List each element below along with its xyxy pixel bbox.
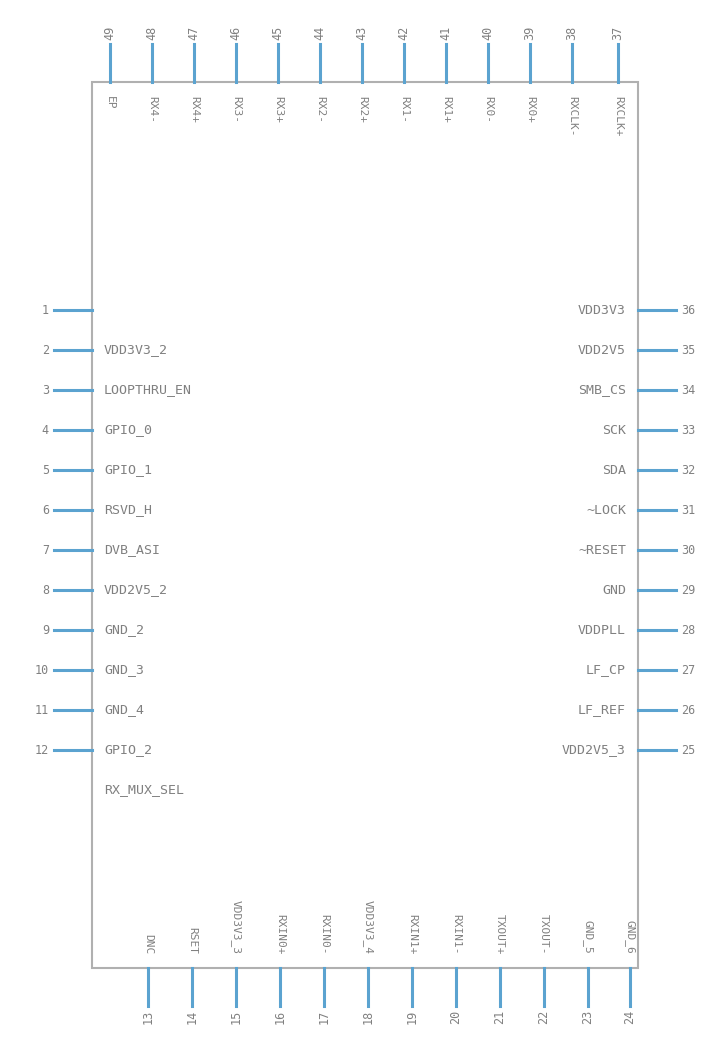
Text: 42: 42 <box>397 26 411 40</box>
Text: 38: 38 <box>566 26 579 40</box>
Text: 46: 46 <box>229 26 242 40</box>
Text: GPIO_0: GPIO_0 <box>104 423 152 437</box>
Text: VDD3V3_2: VDD3V3_2 <box>104 344 168 356</box>
Text: VDD3V3_3: VDD3V3_3 <box>231 900 242 954</box>
Text: 40: 40 <box>481 26 494 40</box>
Text: LOOPTHRU_EN: LOOPTHRU_EN <box>104 384 192 396</box>
Text: LF_CP: LF_CP <box>586 663 626 677</box>
Text: 1: 1 <box>42 304 49 316</box>
Text: 3: 3 <box>42 384 49 396</box>
Text: 6: 6 <box>42 503 49 517</box>
Text: GND: GND <box>602 584 626 596</box>
Text: VDD2V5_2: VDD2V5_2 <box>104 584 168 596</box>
Text: 4: 4 <box>42 423 49 437</box>
Text: 11: 11 <box>35 703 49 717</box>
Text: 28: 28 <box>681 624 695 636</box>
Text: RX4-: RX4- <box>147 96 157 123</box>
Text: 35: 35 <box>681 344 695 356</box>
Text: RX0-: RX0- <box>483 96 493 123</box>
Text: SDA: SDA <box>602 463 626 477</box>
Text: DNC: DNC <box>143 934 153 954</box>
Text: 31: 31 <box>681 503 695 517</box>
Text: SMB_CS: SMB_CS <box>578 384 626 396</box>
Text: RX4+: RX4+ <box>189 96 199 123</box>
Text: 49: 49 <box>103 26 116 40</box>
Text: RX_MUX_SEL: RX_MUX_SEL <box>104 784 184 796</box>
Text: 22: 22 <box>537 1010 550 1024</box>
Text: 47: 47 <box>188 26 200 40</box>
Text: 5: 5 <box>42 463 49 477</box>
Text: 20: 20 <box>449 1010 462 1024</box>
Text: 41: 41 <box>440 26 453 40</box>
Text: 23: 23 <box>582 1010 595 1024</box>
Text: 26: 26 <box>681 703 695 717</box>
Text: GPIO_1: GPIO_1 <box>104 463 152 477</box>
Text: VDD2V5_3: VDD2V5_3 <box>562 743 626 757</box>
Text: 34: 34 <box>681 384 695 396</box>
Text: RXCLK-: RXCLK- <box>567 96 577 136</box>
Text: 16: 16 <box>274 1010 287 1024</box>
Text: GND_3: GND_3 <box>104 663 144 677</box>
Text: RXIN0+: RXIN0+ <box>275 914 285 954</box>
Text: TXOUT+: TXOUT+ <box>495 914 505 954</box>
Text: 27: 27 <box>681 663 695 677</box>
Text: RX3-: RX3- <box>231 96 241 123</box>
Text: 7: 7 <box>42 544 49 556</box>
Text: 19: 19 <box>405 1010 419 1024</box>
Text: 45: 45 <box>272 26 285 40</box>
Text: RX2+: RX2+ <box>357 96 367 123</box>
Text: 12: 12 <box>35 743 49 757</box>
Text: ~LOCK: ~LOCK <box>586 503 626 517</box>
Text: 18: 18 <box>362 1010 374 1024</box>
Text: 9: 9 <box>42 624 49 636</box>
Text: RX1+: RX1+ <box>441 96 451 123</box>
Text: RX3+: RX3+ <box>273 96 283 123</box>
Text: GND_5: GND_5 <box>582 920 593 954</box>
Text: 2: 2 <box>42 344 49 356</box>
Text: 48: 48 <box>146 26 159 40</box>
Text: 39: 39 <box>523 26 537 40</box>
Text: SCK: SCK <box>602 423 626 437</box>
Text: 21: 21 <box>494 1010 507 1024</box>
Text: 43: 43 <box>355 26 368 40</box>
Bar <box>92 82 638 968</box>
Text: 36: 36 <box>681 304 695 316</box>
Text: VDD3V3: VDD3V3 <box>578 304 626 316</box>
Text: TXOUT-: TXOUT- <box>539 914 549 954</box>
Text: 29: 29 <box>681 584 695 596</box>
Text: GPIO_2: GPIO_2 <box>104 743 152 757</box>
Text: GND_6: GND_6 <box>625 920 636 954</box>
Text: RX0+: RX0+ <box>525 96 535 123</box>
Text: VDD2V5: VDD2V5 <box>578 344 626 356</box>
Text: 13: 13 <box>141 1010 154 1024</box>
Text: VDD3V3_4: VDD3V3_4 <box>363 900 373 954</box>
Text: 44: 44 <box>314 26 326 40</box>
Text: RXIN1+: RXIN1+ <box>407 914 417 954</box>
Text: EP: EP <box>105 96 115 109</box>
Text: 15: 15 <box>229 1010 242 1024</box>
Text: 8: 8 <box>42 584 49 596</box>
Text: LF_REF: LF_REF <box>578 703 626 717</box>
Text: DVB_ASI: DVB_ASI <box>104 544 160 556</box>
Text: GND_2: GND_2 <box>104 624 144 636</box>
Text: 32: 32 <box>681 463 695 477</box>
Text: 24: 24 <box>623 1010 636 1024</box>
Text: RX1-: RX1- <box>399 96 409 123</box>
Text: 30: 30 <box>681 544 695 556</box>
Text: RXIN0-: RXIN0- <box>319 914 329 954</box>
Text: 10: 10 <box>35 663 49 677</box>
Text: ~RESET: ~RESET <box>578 544 626 556</box>
Text: 14: 14 <box>186 1010 199 1024</box>
Text: 33: 33 <box>681 423 695 437</box>
Text: RX2-: RX2- <box>315 96 325 123</box>
Text: GND_4: GND_4 <box>104 703 144 717</box>
Text: 25: 25 <box>681 743 695 757</box>
Text: 37: 37 <box>612 26 625 40</box>
Text: VDDPLL: VDDPLL <box>578 624 626 636</box>
Text: RSET: RSET <box>187 927 197 954</box>
Text: RXIN1-: RXIN1- <box>451 914 461 954</box>
Text: RXCLK+: RXCLK+ <box>613 96 623 136</box>
Text: RSVD_H: RSVD_H <box>104 503 152 517</box>
Text: 17: 17 <box>317 1010 331 1024</box>
